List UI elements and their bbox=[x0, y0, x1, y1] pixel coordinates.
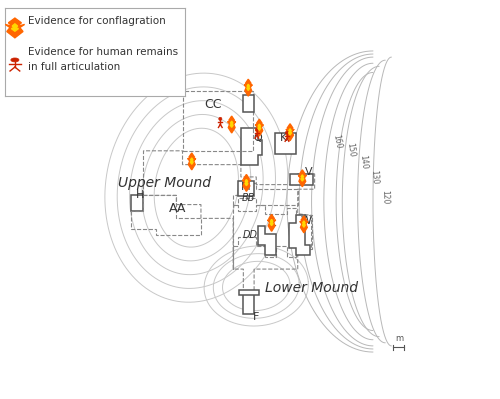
Text: 150: 150 bbox=[345, 142, 356, 158]
Polygon shape bbox=[258, 226, 276, 255]
Text: in full articulation: in full articulation bbox=[28, 62, 120, 72]
Polygon shape bbox=[247, 84, 250, 91]
Bar bbox=[238, 290, 258, 295]
Circle shape bbox=[256, 128, 258, 131]
Polygon shape bbox=[245, 180, 248, 186]
Polygon shape bbox=[286, 124, 294, 141]
Text: V: V bbox=[305, 167, 312, 177]
Text: H: H bbox=[136, 190, 144, 200]
Circle shape bbox=[286, 131, 288, 134]
Polygon shape bbox=[298, 170, 306, 187]
Polygon shape bbox=[228, 116, 235, 133]
Polygon shape bbox=[230, 121, 233, 127]
Text: CC: CC bbox=[204, 98, 222, 111]
Polygon shape bbox=[5, 18, 24, 38]
Bar bbox=[244, 95, 254, 113]
Bar bbox=[182, 91, 253, 151]
Polygon shape bbox=[12, 24, 18, 31]
Bar bbox=[131, 196, 143, 211]
Text: Evidence for human remains: Evidence for human remains bbox=[28, 47, 178, 57]
Polygon shape bbox=[244, 79, 252, 96]
Polygon shape bbox=[288, 129, 292, 135]
Polygon shape bbox=[256, 119, 264, 136]
Polygon shape bbox=[258, 124, 261, 130]
Text: 120: 120 bbox=[380, 190, 390, 204]
Bar bbox=[244, 290, 254, 314]
Text: 160: 160 bbox=[331, 134, 342, 150]
Polygon shape bbox=[270, 219, 273, 226]
Polygon shape bbox=[242, 174, 250, 192]
Text: W: W bbox=[301, 216, 312, 226]
Bar bbox=[290, 174, 313, 185]
Text: 130: 130 bbox=[370, 169, 380, 184]
Polygon shape bbox=[268, 214, 276, 231]
Polygon shape bbox=[241, 128, 262, 165]
Text: BB: BB bbox=[242, 193, 256, 203]
Text: AA: AA bbox=[168, 202, 186, 215]
Text: K: K bbox=[280, 133, 287, 143]
Circle shape bbox=[219, 117, 222, 120]
Text: Evidence for conflagration: Evidence for conflagration bbox=[28, 16, 166, 26]
Polygon shape bbox=[300, 216, 308, 233]
Circle shape bbox=[11, 58, 19, 62]
Polygon shape bbox=[190, 158, 193, 164]
Text: 140: 140 bbox=[358, 154, 368, 169]
Polygon shape bbox=[188, 153, 196, 170]
Text: Q: Q bbox=[253, 133, 262, 143]
Text: F: F bbox=[253, 312, 260, 322]
Text: L: L bbox=[270, 217, 276, 227]
Polygon shape bbox=[302, 221, 306, 227]
Text: DD: DD bbox=[242, 230, 258, 240]
Polygon shape bbox=[301, 175, 304, 181]
Text: Lower Mound: Lower Mound bbox=[265, 280, 358, 294]
Bar bbox=[238, 181, 254, 196]
Bar bbox=[274, 133, 295, 154]
Polygon shape bbox=[288, 215, 310, 255]
Text: M: M bbox=[241, 182, 250, 192]
Text: Upper Mound: Upper Mound bbox=[118, 176, 210, 190]
Text: m: m bbox=[395, 334, 403, 343]
